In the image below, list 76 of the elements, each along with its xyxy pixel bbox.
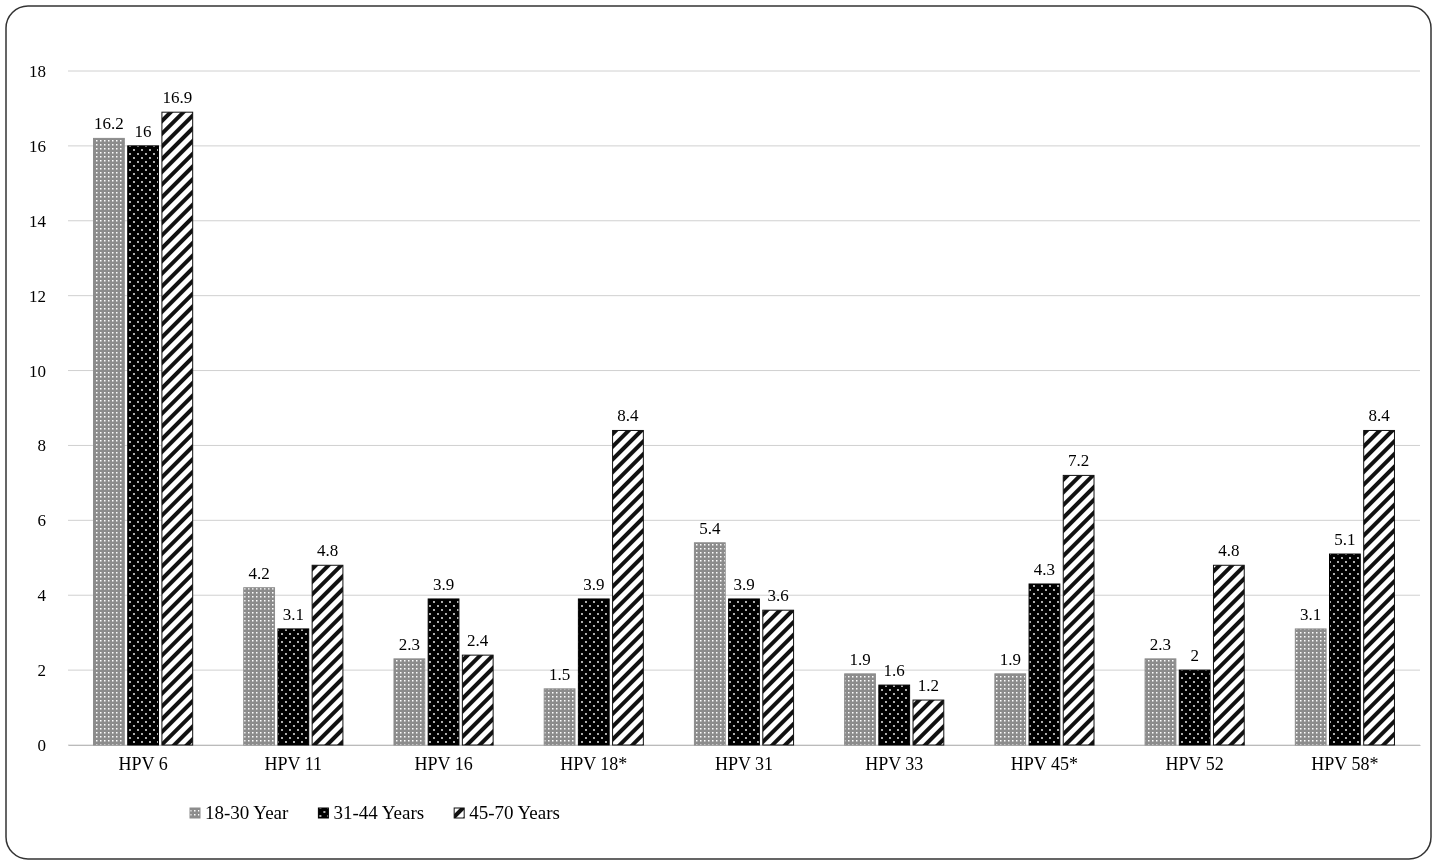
bar [1062, 474, 1095, 746]
bar [161, 111, 194, 746]
y-tick-label: 12 [29, 286, 46, 306]
data-label: 4.8 [1218, 541, 1240, 561]
bar [427, 598, 460, 746]
x-tick-label: HPV 11 [264, 753, 323, 774]
data-label: 2.3 [1149, 634, 1172, 654]
bar [728, 598, 760, 746]
bar [1178, 669, 1211, 746]
data-label: 1.9 [849, 649, 871, 669]
bar [878, 684, 911, 746]
bar [912, 699, 945, 746]
bar [1363, 429, 1395, 746]
bar [994, 673, 1027, 746]
data-label: 3.1 [282, 604, 304, 624]
data-label: 1.6 [883, 661, 905, 681]
data-label: 1.9 [999, 649, 1021, 669]
bar [577, 598, 610, 746]
x-tick-label: HPV 45* [1010, 753, 1079, 774]
legend-label: 31-44 Years [333, 802, 425, 823]
data-label: 5.1 [1334, 530, 1356, 550]
data-label: 4.2 [248, 563, 270, 583]
bar [844, 673, 876, 746]
y-tick-label: 8 [37, 436, 46, 456]
bar [127, 145, 159, 746]
bar [762, 609, 795, 746]
data-label: 1.2 [917, 676, 940, 696]
legend-label: 18-30 Year [205, 802, 290, 823]
bar [543, 688, 576, 746]
y-tick-label: 4 [37, 586, 47, 606]
x-tick-label: HPV 52 [1165, 753, 1224, 774]
y-tick-label: 14 [29, 211, 47, 231]
x-tick-label: HPV 58* [1311, 753, 1379, 774]
bar [461, 654, 494, 746]
data-label: 3.9 [733, 574, 755, 594]
data-label: 3.6 [767, 586, 789, 606]
data-label: 2 [1190, 646, 1199, 666]
data-label: 16.9 [162, 88, 193, 108]
data-label: 16 [134, 121, 152, 141]
bar [311, 564, 344, 746]
data-label: 3.9 [432, 574, 455, 594]
bar [243, 587, 276, 746]
y-tick-label: 18 [29, 61, 46, 81]
x-tick-label: HPV 33 [865, 753, 924, 774]
data-label: 2.3 [398, 634, 420, 654]
bar [93, 137, 125, 746]
bar [393, 658, 426, 746]
data-label: 4.8 [316, 541, 339, 561]
x-tick-label: HPV 6 [118, 753, 168, 774]
y-tick-label: 6 [37, 511, 46, 531]
bar [1028, 583, 1061, 746]
data-label: 3.1 [1300, 604, 1322, 624]
data-label: 8.4 [617, 406, 640, 426]
bar [277, 628, 310, 746]
y-tick-label: 0 [37, 735, 46, 755]
bar [612, 429, 644, 746]
bar [1144, 658, 1177, 746]
bar [1329, 553, 1361, 746]
data-label: 16.2 [94, 114, 124, 134]
data-label: 5.4 [699, 518, 721, 538]
bar [1294, 628, 1327, 746]
data-label: 4.3 [1033, 559, 1056, 579]
data-label: 2.4 [467, 631, 489, 651]
legend-label: 45-70 Years [469, 802, 560, 823]
x-tick-label: HPV 16 [414, 753, 473, 774]
data-label: 3.9 [583, 574, 605, 594]
x-tick-label: HPV 18* [560, 753, 628, 774]
data-label: 7.2 [1068, 451, 1090, 471]
data-label: 8.4 [1368, 406, 1391, 426]
y-tick-label: 16 [29, 136, 46, 156]
bar [1212, 564, 1245, 746]
x-tick-label: HPV 31 [714, 753, 774, 774]
bar [693, 542, 726, 746]
data-label: 1.5 [548, 664, 571, 684]
y-tick-label: 2 [37, 661, 46, 681]
y-tick-label: 10 [29, 361, 46, 381]
